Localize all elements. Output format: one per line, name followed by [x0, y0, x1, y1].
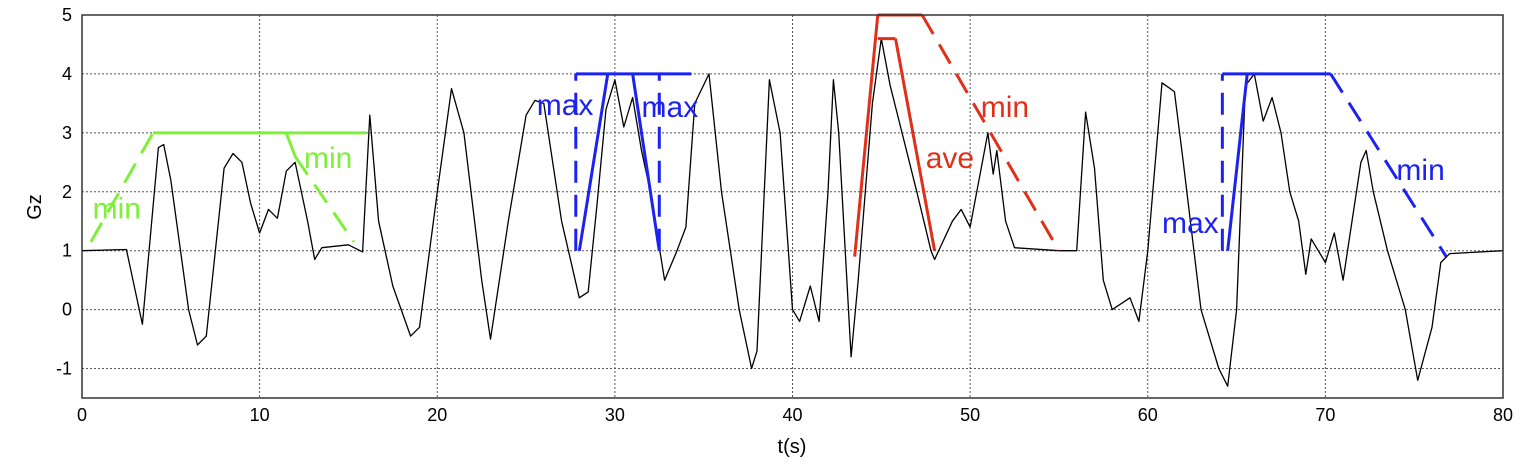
annotation-label-max: max [642, 91, 699, 124]
x-tick-label: 60 [1138, 405, 1158, 425]
green-dashed-annotation-line [293, 155, 356, 243]
green-solid-annotation-line [284, 132, 297, 157]
y-tick-label: 1 [62, 241, 72, 261]
y-tick-label: 0 [62, 300, 72, 320]
x-tick-label: 70 [1315, 405, 1335, 425]
annotation-label-max: max [1162, 207, 1219, 240]
tick-labels: 0 10 20 30 40 50 60 70 80 -1 0 1 2 3 4 5 [56, 5, 1513, 425]
annotation-label-max: max [537, 89, 594, 122]
y-tick-label: 5 [62, 5, 72, 25]
y-tick-label: 4 [62, 64, 72, 84]
red-solid-annotation-line [894, 38, 937, 251]
series-layer [81, 37, 1504, 387]
x-tick-label: 40 [782, 405, 802, 425]
y-tick-label: 3 [62, 123, 72, 143]
x-tick-label: 10 [250, 405, 270, 425]
annotation-label-ave: ave [926, 142, 974, 175]
x-axis-label: t(s) [778, 436, 807, 458]
y-tick-label: -1 [56, 359, 72, 379]
x-tick-label: 0 [77, 405, 87, 425]
plot-frame [81, 14, 1504, 399]
x-tick-label: 50 [960, 405, 980, 425]
red-dashed-annotation-line [920, 14, 1061, 252]
gz-series-line [81, 37, 1504, 387]
blue-dashed-annotation-line [1329, 73, 1448, 258]
y-tick-label: 2 [62, 182, 72, 202]
blue-solid-annotation-line [631, 73, 661, 251]
annotation-label-min: min [304, 142, 352, 175]
x-tick-label: 30 [605, 405, 625, 425]
x-tick-label: 80 [1493, 405, 1513, 425]
annotation-label-min: min [1396, 154, 1444, 187]
blue-solid-annotation-line [1226, 73, 1249, 251]
annotation-label-min: min [981, 91, 1029, 124]
y-axis-label: Gz [24, 194, 46, 220]
x-tick-label: 20 [427, 405, 447, 425]
blue-solid-annotation-line [577, 73, 610, 251]
green-dashed-annotation-line [89, 132, 155, 243]
annotation-label-min: min [93, 192, 141, 225]
red-solid-annotation-line [853, 14, 880, 257]
